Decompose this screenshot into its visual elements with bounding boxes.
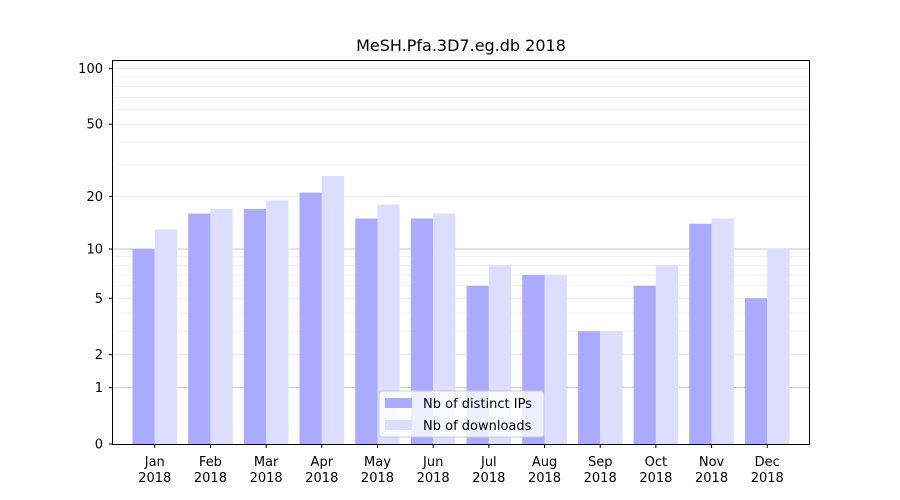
- x-tick-label-year: 2018: [639, 471, 672, 486]
- x-tick-label-year: 2018: [751, 471, 784, 486]
- y-tick-label: 2: [95, 348, 103, 363]
- x-tick-label-month: Dec: [755, 455, 780, 470]
- bar-downloads: [711, 218, 734, 444]
- x-tick-label-month: Apr: [311, 455, 334, 470]
- x-tick-label-year: 2018: [250, 471, 283, 486]
- x-tick-label-month: Feb: [199, 455, 222, 470]
- chart-title: MeSH.Pfa.3D7.eg.db 2018: [356, 36, 566, 55]
- x-tick-label-month: May: [364, 455, 391, 470]
- x-tick-label-year: 2018: [417, 471, 450, 486]
- bar-distinct-ips: [410, 218, 434, 444]
- bar-distinct-ips: [132, 248, 155, 444]
- bar-distinct-ips: [689, 223, 712, 444]
- x-tick-label-month: Nov: [699, 455, 725, 470]
- x-tick-label-month: Jul: [480, 455, 497, 470]
- y-tick-label: 100: [78, 62, 103, 77]
- y-tick-label: 5: [95, 292, 103, 307]
- x-tick-label-month: Jan: [144, 455, 165, 470]
- y-tick-label: 0: [95, 438, 103, 453]
- x-tick-label-year: 2018: [305, 471, 338, 486]
- bar-distinct-ips: [744, 298, 768, 444]
- legend-label-distinct-ips: Nb of distinct IPs: [423, 397, 532, 412]
- bar-downloads: [210, 208, 233, 444]
- bar-downloads: [433, 213, 456, 444]
- x-tick-label-year: 2018: [584, 471, 617, 486]
- legend-swatch-distinct-ips: [385, 398, 412, 408]
- x-tick-label-year: 2018: [472, 471, 505, 486]
- bar-distinct-ips: [243, 208, 267, 444]
- bar-downloads: [154, 229, 178, 444]
- bar-downloads: [544, 274, 567, 444]
- legend-box: [378, 390, 545, 438]
- x-tick-label-year: 2018: [194, 471, 227, 486]
- y-tick-label: 20: [86, 190, 103, 205]
- bar-distinct-ips: [577, 331, 601, 444]
- x-tick-label-month: Aug: [532, 455, 557, 470]
- x-tick-label-year: 2018: [695, 471, 728, 486]
- bar-distinct-ips: [188, 213, 211, 444]
- legend: Nb of distinct IPs Nb of downloads: [378, 390, 545, 438]
- bar-downloads: [767, 248, 790, 444]
- bar-downloads: [377, 204, 400, 444]
- x-tick-label-year: 2018: [528, 471, 561, 486]
- x-tick-label-year: 2018: [138, 471, 171, 486]
- y-tick-label: 50: [86, 118, 103, 133]
- bar-downloads: [321, 175, 345, 445]
- x-axis: Jan2018Feb2018Mar2018Apr2018May2018Jun20…: [138, 444, 784, 486]
- y-tick-label: 1: [95, 381, 103, 396]
- y-tick-label: 10: [86, 242, 103, 257]
- x-tick-label-month: Mar: [254, 455, 279, 470]
- plot-area-frame: [112, 60, 810, 445]
- x-tick-label-month: Jun: [422, 455, 443, 470]
- legend-swatch-downloads: [385, 420, 412, 430]
- bar-downloads: [655, 265, 679, 444]
- bar-distinct-ips: [299, 192, 322, 444]
- bar-downloads: [600, 331, 623, 444]
- bar-downloads: [266, 200, 289, 444]
- x-tick-label-year: 2018: [361, 471, 394, 486]
- y-axis: 0 1 2 5 10 20 50 100: [78, 62, 113, 453]
- x-tick-label-month: Sep: [588, 455, 613, 470]
- bar-distinct-ips: [355, 218, 378, 444]
- legend-label-downloads: Nb of downloads: [423, 419, 532, 434]
- bar-distinct-ips: [633, 285, 656, 444]
- x-tick-label-month: Oct: [645, 455, 667, 470]
